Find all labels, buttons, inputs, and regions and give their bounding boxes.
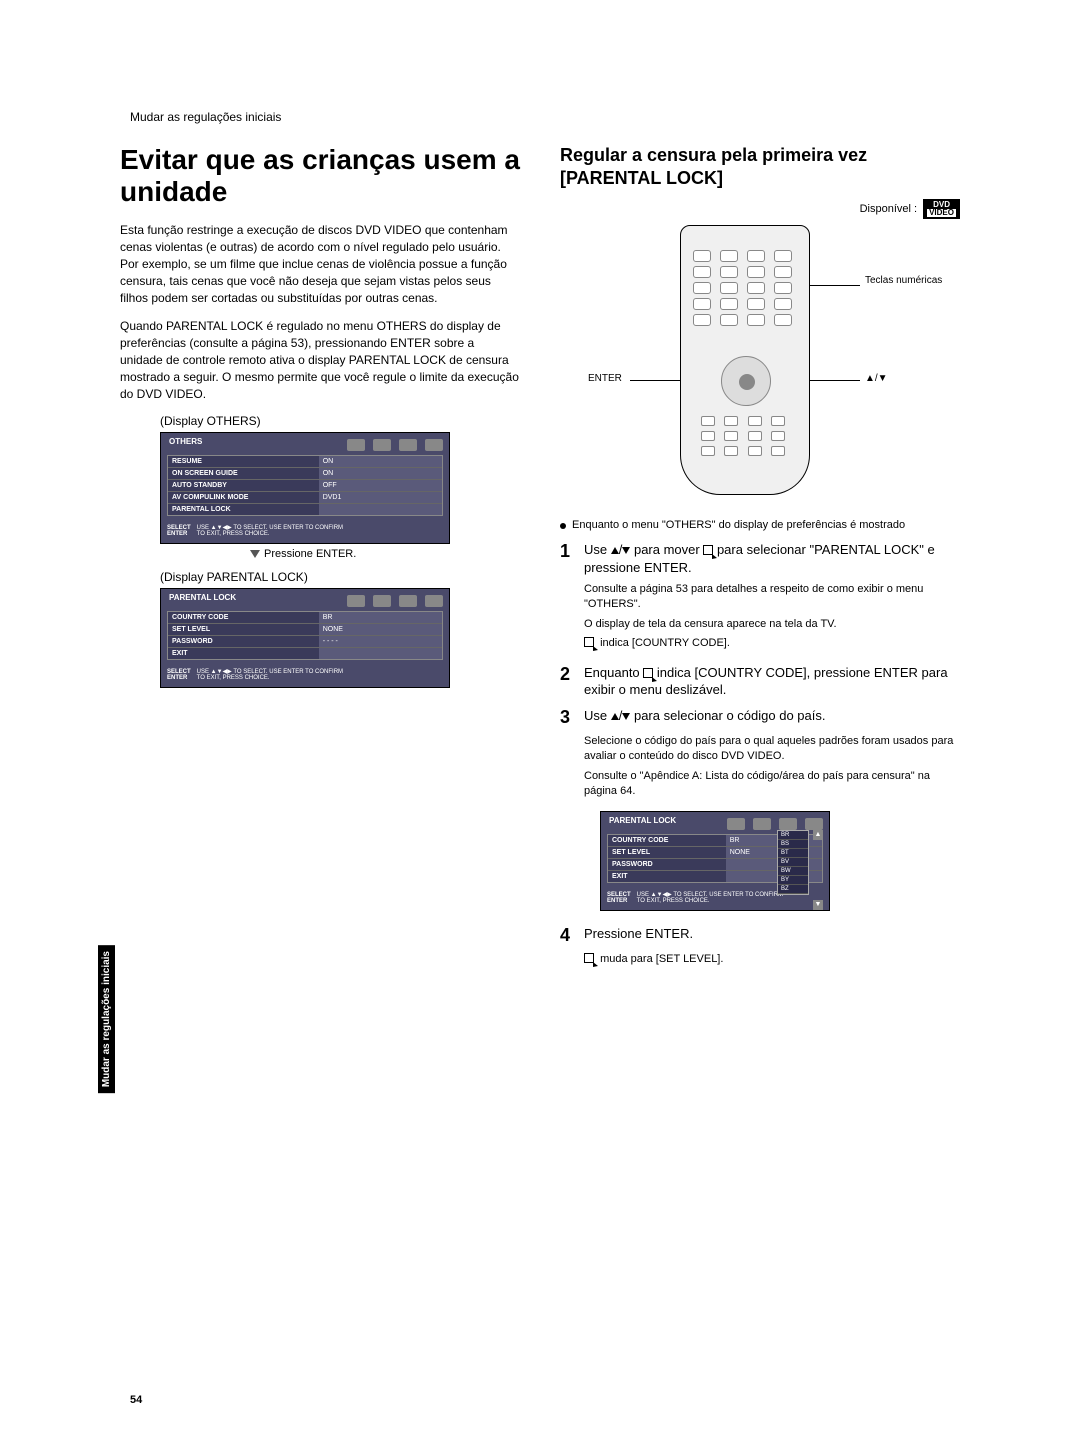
step-heading: Enquanto indica [COUNTRY CODE], pression…: [584, 664, 960, 699]
osd-row: RESUMEON: [168, 456, 442, 468]
bullet-icon: [560, 523, 566, 529]
step-body: Consulte a página 53 para detalhes a res…: [584, 582, 960, 613]
side-tab: Mudar as regulações iniciais: [98, 945, 115, 1093]
intro-para-2: Quando PARENTAL LOCK é regulado no menu …: [120, 318, 520, 402]
breadcrumb: Mudar as regulações iniciais: [130, 110, 960, 124]
main-title: Evitar que as crianças usem a unidade: [120, 144, 520, 208]
intro-para-1: Esta função restringe a execução de disc…: [120, 222, 520, 306]
osd-tab-icon: [399, 439, 417, 451]
osd-footer-select: SELECT: [167, 669, 191, 675]
cursor-icon: [584, 637, 594, 647]
display-others-label: (Display OTHERS): [160, 414, 520, 428]
step-body: muda para [SET LEVEL].: [584, 952, 960, 967]
step-number: 3: [560, 707, 576, 728]
callout-enter: ENTER: [588, 373, 622, 384]
step-body: Consulte o "Apêndice A: Lista do código/…: [584, 769, 960, 800]
remote-diagram: Teclas numéricas ENTER ▲/▼: [560, 225, 960, 505]
down-icon: [622, 547, 630, 554]
bullet-note: Enquanto o menu "OTHERS" do display de p…: [560, 519, 960, 531]
step-body: O display de tela da censura aparece na …: [584, 617, 960, 632]
osd-parental-lock: PARENTAL LOCK COUNTRY CODEBR SET LEVELNO…: [160, 588, 450, 688]
osd-tab-icon: [373, 595, 391, 607]
step-heading: Use / para selecionar o código do país.: [584, 707, 826, 728]
remote-dpad: [721, 356, 771, 406]
up-icon: [611, 547, 619, 554]
step-heading: Pressione ENTER.: [584, 925, 693, 946]
available-label: Disponível :: [860, 203, 917, 215]
down-arrow-icon: [250, 550, 260, 558]
cursor-icon: [703, 545, 713, 555]
section-title: Regular a censura pela primeira vez [PAR…: [560, 144, 960, 189]
osd-footer-hint: USE ▲▼◀▶ TO SELECT. USE ENTER TO CONFIRM…: [197, 524, 343, 537]
step-number: 4: [560, 925, 576, 946]
step-number: 1: [560, 541, 576, 576]
step-heading: Use / para mover para selecionar "PARENT…: [584, 541, 960, 576]
osd-title: PARENTAL LOCK: [609, 816, 676, 825]
osd-tab-icon: [425, 439, 443, 451]
callout-numeric: Teclas numéricas: [865, 275, 942, 286]
osd-row: SET LEVELNONE: [168, 624, 442, 636]
osd-row: EXIT: [168, 648, 442, 659]
osd-parental-title: PARENTAL LOCK: [169, 593, 236, 602]
dvd-video-badge: DVD VIDEO: [923, 199, 960, 219]
callout-updown: ▲/▼: [865, 373, 888, 384]
down-icon: [622, 713, 630, 720]
scroll-arrows: ▲ ▼: [813, 830, 823, 910]
osd-tab-icon: [347, 595, 365, 607]
press-enter-label: Pressione ENTER.: [250, 548, 520, 560]
osd-row: AV COMPULINK MODEDVD1: [168, 492, 442, 504]
cursor-icon: [643, 668, 653, 678]
osd-footer-enter: ENTER: [167, 675, 191, 681]
osd-tab-icon: [425, 595, 443, 607]
osd-others-title: OTHERS: [169, 437, 202, 446]
display-parental-label: (Display PARENTAL LOCK): [160, 570, 520, 584]
osd-row: COUNTRY CODEBR: [168, 612, 442, 624]
osd-others: OTHERS RESUMEON ON SCREEN GUIDEON AUTO S…: [160, 432, 450, 544]
osd-row: PARENTAL LOCK: [168, 504, 442, 515]
country-dropdown: BR BS BT BV BW BY BZ: [777, 830, 809, 895]
osd-tab-icon: [373, 439, 391, 451]
remote-button: [693, 250, 711, 262]
osd-footer-hint: USE ▲▼◀▶ TO SELECT. USE ENTER TO CONFIRM…: [197, 668, 343, 681]
step-body: indica [COUNTRY CODE].: [584, 636, 960, 651]
up-icon: [611, 713, 619, 720]
osd-footer-select: SELECT: [167, 525, 191, 531]
remote-body: [680, 225, 810, 495]
osd-tab-icon: [399, 595, 417, 607]
cursor-icon: [584, 953, 594, 963]
page-number: 54: [130, 1394, 142, 1406]
osd-row: AUTO STANDBYOFF: [168, 480, 442, 492]
osd-country-dropdown: PARENTAL LOCK COUNTRY CODEBR SET LEVELNO…: [600, 811, 830, 911]
osd-row: PASSWORD- - - -: [168, 636, 442, 648]
step-number: 2: [560, 664, 576, 699]
osd-tab-icon: [347, 439, 365, 451]
osd-row: ON SCREEN GUIDEON: [168, 468, 442, 480]
osd-footer-enter: ENTER: [167, 531, 191, 537]
step-body: Selecione o código do país para o qual a…: [584, 734, 960, 765]
